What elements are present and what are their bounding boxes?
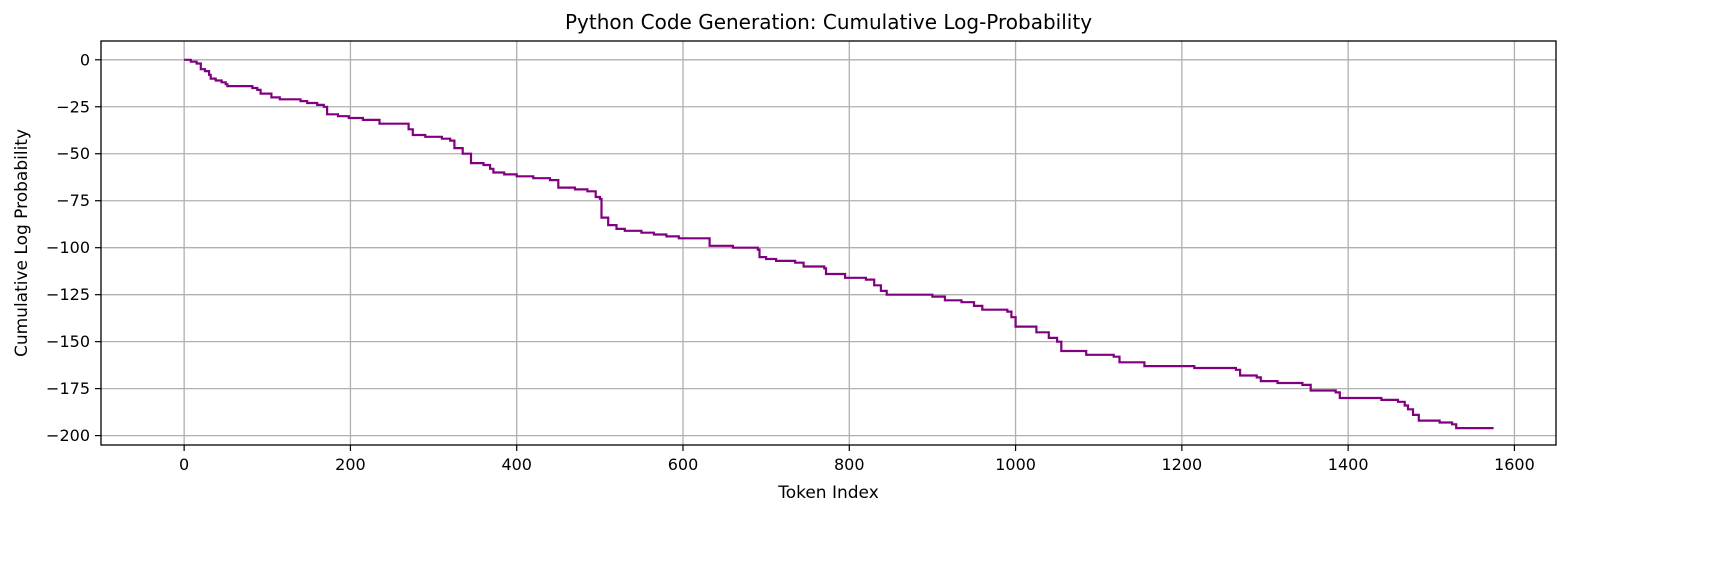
x-tick-label: 1000 [995, 455, 1036, 474]
y-tick-label: −75 [56, 191, 90, 210]
ticks: 0 200 400 600 800 1000 1200 1400 1600 0 −25 −50 −75 −… [46, 50, 1535, 474]
x-tick-label: 800 [834, 455, 865, 474]
y-tick-label: −125 [46, 285, 90, 304]
x-tick-label: 1400 [1328, 455, 1369, 474]
y-tick-label: −175 [46, 379, 90, 398]
x-tick-label: 0 [179, 455, 189, 474]
x-tick-label: 1200 [1161, 455, 1202, 474]
series-layer [184, 58, 1494, 430]
chart-title: Python Code Generation: Cumulative Log-P… [565, 10, 1092, 34]
x-tick-label: 1600 [1494, 455, 1535, 474]
y-tick-label: −25 [56, 97, 90, 116]
series-line [184, 58, 1494, 430]
y-tick-label: −200 [46, 426, 90, 445]
x-tick-label: 200 [335, 455, 366, 474]
y-tick-label: 0 [80, 50, 90, 69]
y-axis-label: Cumulative Log Probability [12, 129, 32, 357]
y-tick-label: −150 [46, 332, 90, 351]
plot-frame [100, 40, 1557, 446]
grid [101, 41, 1556, 445]
y-tick-label: −50 [56, 144, 90, 163]
x-tick-label: 600 [668, 455, 699, 474]
x-axis-label: Token Index [777, 483, 879, 503]
y-tick-label: −100 [46, 238, 90, 257]
x-tick-label: 400 [501, 455, 532, 474]
